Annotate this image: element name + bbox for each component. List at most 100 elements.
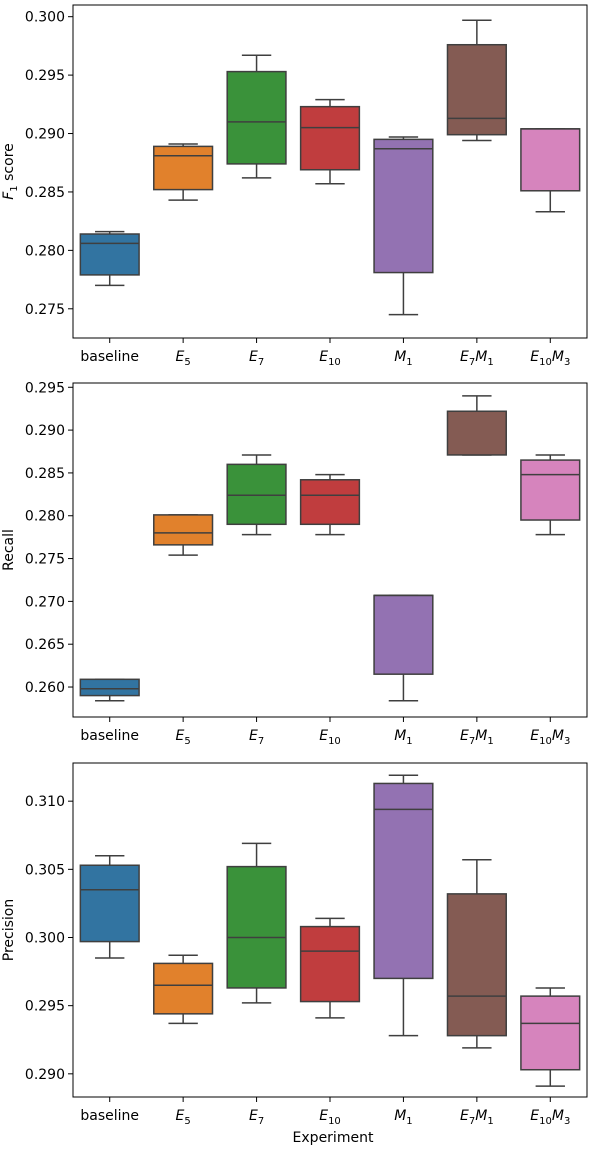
category-sub: 7 xyxy=(469,357,475,368)
category-main: E xyxy=(176,349,185,365)
y-axis-label-sub: 1 xyxy=(9,185,20,191)
precision-ytick-label: 0.310 xyxy=(25,794,65,810)
recall-category-label: E7 xyxy=(249,728,264,747)
recall-category-label: M1 xyxy=(394,728,412,747)
f1-plot-frame xyxy=(72,4,588,339)
category-sub: 1 xyxy=(406,1116,412,1127)
iqr-box xyxy=(153,514,214,546)
recall-panel: 0.260 0.265 0.270 0.275 0.280 0.285 0.290 0.295… xyxy=(1,380,588,747)
iqr-box xyxy=(373,594,434,675)
category-main: E xyxy=(176,728,185,744)
precision-category-label: E10M3 xyxy=(530,1108,570,1127)
precision-box-1 xyxy=(153,954,214,1025)
precision-box-0 xyxy=(79,854,140,959)
recall-category-label: baseline xyxy=(80,728,139,744)
precision-ytick-label: 0.290 xyxy=(25,1067,65,1083)
f1-category-label: E10 xyxy=(319,349,341,368)
iqr-box xyxy=(226,865,287,989)
f1-category-label: E10M3 xyxy=(530,349,570,368)
category-main-2: M xyxy=(475,728,487,744)
category-main: E xyxy=(460,1108,469,1124)
f1-box-1 xyxy=(153,143,214,201)
f1-ytick-label: 0.285 xyxy=(25,185,65,201)
f1-y-axis-label: F1 score xyxy=(1,143,20,200)
category-main: E xyxy=(460,728,469,744)
recall-plot-frame xyxy=(72,382,588,718)
category-sub: 10 xyxy=(328,736,341,747)
category-sub: 7 xyxy=(469,1116,475,1127)
category-main: E xyxy=(319,349,328,365)
iqr-box xyxy=(153,962,214,1015)
iqr-box xyxy=(79,233,140,276)
f1-category-label: E7 xyxy=(249,349,264,368)
f1-box-4 xyxy=(373,136,434,316)
recall-ytick-label: 0.280 xyxy=(25,509,65,525)
category-sub: 5 xyxy=(184,357,190,368)
recall-category-label: E7M1 xyxy=(460,728,494,747)
precision-category-label: E7 xyxy=(249,1108,264,1127)
x-axis-label: Experiment xyxy=(293,1130,374,1146)
recall-box-1 xyxy=(153,514,214,556)
category-sub-2: 3 xyxy=(564,1116,570,1127)
f1-ytick-label: 0.290 xyxy=(25,127,65,143)
recall-category-label: E10 xyxy=(319,728,341,747)
category-sub: 1 xyxy=(406,736,412,747)
category-sub: 5 xyxy=(184,1116,190,1127)
recall-category-label: E5 xyxy=(176,728,191,747)
precision-category-label: baseline xyxy=(80,1108,139,1124)
category-sub: 5 xyxy=(184,736,190,747)
category-sub: 7 xyxy=(258,1116,264,1127)
f1-category-label: M1 xyxy=(394,349,412,368)
f1-category-label: E5 xyxy=(176,349,191,368)
category-main: E xyxy=(249,1108,258,1124)
iqr-box xyxy=(79,864,140,943)
recall-ytick-label: 0.275 xyxy=(25,552,65,568)
iqr-box xyxy=(373,138,434,274)
category-main: E xyxy=(249,728,258,744)
precision-category-label: M1 xyxy=(394,1108,412,1127)
iqr-box xyxy=(520,995,581,1071)
recall-box-6 xyxy=(520,454,581,536)
iqr-box xyxy=(299,925,361,1003)
y-axis-label-main: F xyxy=(1,191,17,200)
category-main: E xyxy=(319,728,328,744)
iqr-box xyxy=(520,459,581,521)
f1-category-label: E7M1 xyxy=(460,349,494,368)
category-sub: 1 xyxy=(406,357,412,368)
recall-box-2 xyxy=(226,454,287,536)
f1-category-label: baseline xyxy=(80,349,139,365)
category-main: E xyxy=(530,728,539,744)
recall-box-4 xyxy=(373,594,434,702)
precision-panel: 0.290 0.295 0.300 0.305 0.310 Precision baseli… xyxy=(1,762,588,1127)
f1-box-0 xyxy=(79,230,140,287)
f1-ytick-label: 0.275 xyxy=(25,302,65,318)
precision-y-axis-label: Precision xyxy=(1,899,17,961)
recall-category-label: E10M3 xyxy=(530,728,570,747)
recall-ytick-label: 0.295 xyxy=(25,380,65,396)
category-main-2: M xyxy=(475,349,487,365)
recall-ytick-label: 0.285 xyxy=(25,466,65,482)
category-sub: 10 xyxy=(328,1116,341,1127)
iqr-box xyxy=(299,105,361,171)
iqr-box xyxy=(299,479,361,526)
recall-box-0 xyxy=(79,678,140,702)
precision-box-4 xyxy=(373,774,434,1037)
category-main: E xyxy=(176,1108,185,1124)
category-sub: 10 xyxy=(328,357,341,368)
category-main-2: M xyxy=(552,349,564,365)
category-sub: 10 xyxy=(539,357,552,368)
iqr-box xyxy=(373,782,434,980)
recall-y-axis-label: Recall xyxy=(1,529,17,571)
f1-box-3 xyxy=(299,98,361,185)
category-sub: 7 xyxy=(258,736,264,747)
precision-ytick-label: 0.295 xyxy=(25,999,65,1015)
category-sub: 7 xyxy=(469,736,475,747)
category-sub: 10 xyxy=(539,736,552,747)
f1-ytick-label: 0.300 xyxy=(25,10,65,26)
category-main: E xyxy=(319,1108,328,1124)
recall-ytick-label: 0.290 xyxy=(25,423,65,439)
iqr-box xyxy=(226,70,287,165)
category-sub-2: 1 xyxy=(487,1116,493,1127)
